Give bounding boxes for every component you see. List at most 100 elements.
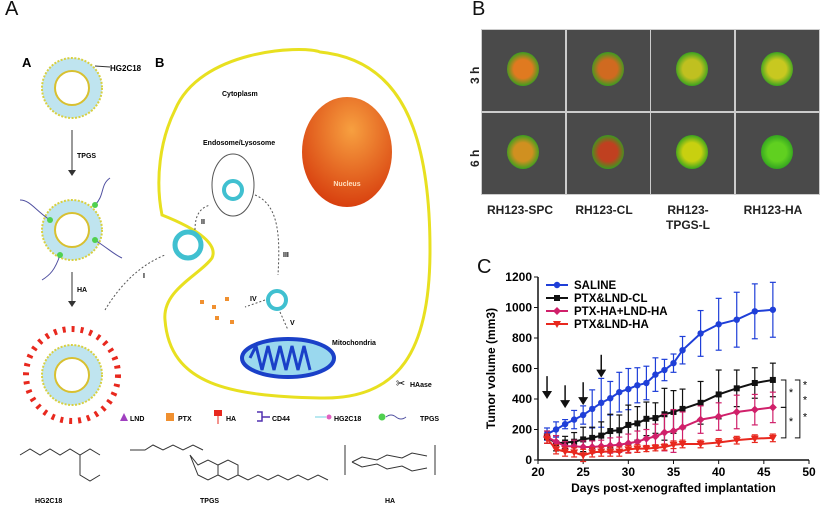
micrograph-rh123-spc-3h	[481, 29, 566, 112]
row-label: 6 h	[468, 149, 482, 167]
sub-a-label: A	[22, 55, 32, 70]
data-point	[552, 446, 561, 454]
panel-c-label: C	[477, 256, 492, 278]
micrograph-rh123-ha-6h	[734, 112, 820, 195]
data-point	[651, 444, 660, 452]
data-point	[606, 448, 615, 456]
scissors-icon: ✂	[396, 378, 405, 390]
endosome-label: Endosome/Lysosome	[203, 140, 275, 147]
x-tick-label: 30	[622, 465, 636, 479]
data-point	[553, 307, 561, 315]
y-tick-label: 400	[512, 392, 532, 406]
y-tick-label: 600	[512, 362, 532, 376]
y-axis-label: Tumor volume (mm3)	[484, 308, 498, 429]
data-point	[553, 281, 561, 289]
svg-text:HG2C18: HG2C18	[334, 416, 361, 423]
data-point	[616, 388, 623, 396]
micrograph-rh123-tpgs-l-3h	[650, 29, 735, 112]
data-point	[634, 420, 641, 427]
data-point	[714, 412, 723, 421]
data-point	[679, 347, 686, 354]
data-point	[616, 427, 623, 434]
y-tick-label: 1000	[505, 301, 532, 315]
data-point	[669, 427, 678, 436]
data-point	[732, 407, 741, 416]
panel-b-label: B	[472, 0, 486, 20]
data-point	[751, 308, 758, 315]
sub-b-label: B	[155, 55, 164, 70]
row-label: 3 h	[468, 66, 482, 84]
structure-label-tpgs: TPGS	[200, 498, 219, 505]
data-point	[597, 448, 606, 456]
data-point	[633, 445, 642, 453]
chemical-structures	[19, 444, 436, 482]
treatment-arrowhead	[578, 397, 589, 406]
data-point	[714, 439, 723, 447]
column-label: RH123-CL	[575, 203, 633, 217]
data-point	[751, 379, 758, 386]
data-point	[769, 376, 776, 383]
data-point	[750, 435, 759, 443]
nucleus	[302, 97, 392, 207]
data-point	[679, 405, 686, 412]
data-point	[733, 385, 740, 392]
data-point	[625, 385, 632, 393]
step-iii: III	[283, 252, 289, 259]
data-point	[561, 420, 569, 428]
data-point	[642, 445, 651, 453]
data-point	[669, 441, 678, 449]
significance-star: *	[803, 379, 808, 391]
data-point	[652, 415, 659, 422]
data-point	[670, 359, 677, 367]
data-point	[598, 432, 605, 439]
hg2c18-label: HG2C18	[110, 64, 142, 73]
endocytosed-liposome	[172, 229, 204, 261]
significance-star: *	[803, 395, 808, 407]
data-point	[589, 405, 596, 413]
significance-bracket	[794, 379, 801, 439]
y-tick-label: 1200	[505, 270, 532, 284]
x-tick-label: 25	[576, 465, 590, 479]
cytoplasm-label: Cytoplasm	[222, 91, 258, 98]
x-tick-label: 35	[667, 465, 681, 479]
escaped-liposome	[266, 289, 288, 311]
data-point	[607, 395, 614, 402]
structure-label-ha: HA	[385, 498, 395, 505]
significance-star: *	[789, 416, 794, 428]
data-point	[634, 382, 641, 389]
data-point	[554, 295, 560, 301]
data-point	[769, 306, 777, 313]
column-label: RH123-HA	[743, 203, 803, 217]
data-point	[570, 416, 578, 423]
step-ii: II	[201, 219, 205, 226]
endosome-liposome	[222, 179, 244, 201]
data-point	[696, 415, 705, 424]
column-label: RH123-	[667, 203, 709, 217]
significance-star: *	[803, 411, 808, 423]
data-point	[606, 441, 615, 450]
y-tick-label: 800	[512, 331, 532, 345]
treatment-arrowhead	[596, 369, 607, 378]
legend-label: PTX&LND-HA	[574, 319, 649, 331]
data-point	[660, 444, 669, 452]
data-point	[543, 435, 552, 443]
svg-text:LND: LND	[130, 416, 144, 423]
micrograph-rh123-ha-3h	[734, 29, 820, 112]
data-point	[561, 448, 570, 456]
step-tpgs: TPGS	[77, 153, 96, 160]
x-axis-label: Days post-xenografted implantation	[571, 481, 776, 495]
data-point	[660, 428, 669, 437]
y-tick-label: 0	[525, 453, 532, 467]
nucleus-label: Nucleus	[333, 181, 360, 188]
schematic-diagram: A B HG2C18 TPGS HA Cytoplasm	[19, 48, 439, 505]
data-point	[553, 321, 561, 328]
data-point	[625, 421, 632, 428]
data-point	[733, 316, 740, 323]
data-point	[588, 449, 597, 457]
svg-text:TPGS: TPGS	[420, 416, 439, 423]
schematic-legend: LND PTX HA CD44 HG2C18 TPGS	[120, 410, 439, 424]
data-point	[588, 443, 597, 452]
x-tick-label: 50	[802, 465, 816, 479]
micrograph-rh123-tpgs-l-6h	[650, 112, 735, 195]
